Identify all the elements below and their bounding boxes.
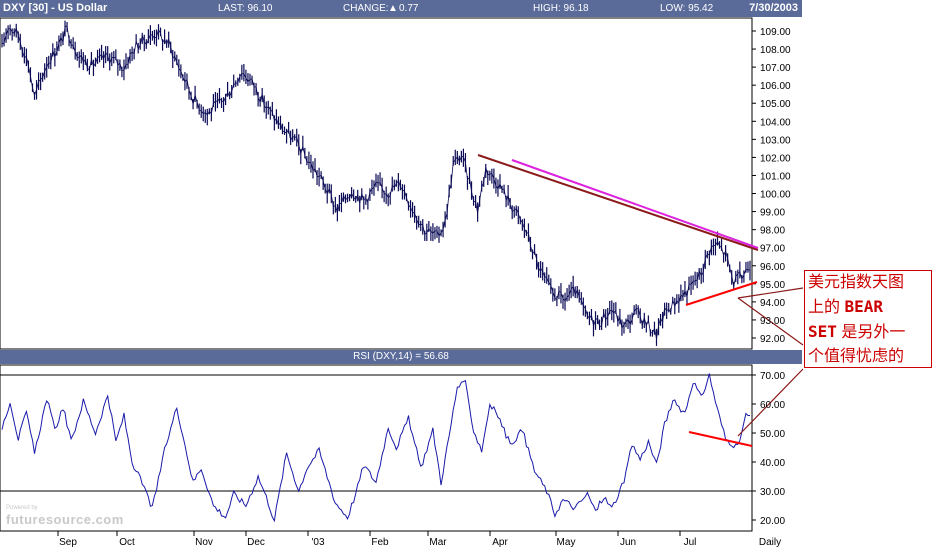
- price-y-tick-label: 99.00: [760, 208, 785, 219]
- arrow-to-rsi: [737, 368, 804, 437]
- price-y-tick-label: 108.00: [760, 45, 791, 56]
- price-y-tick-label: 102.00: [760, 153, 791, 164]
- x-tick-label: May: [557, 537, 576, 548]
- low-price: LOW: 95.42: [660, 3, 714, 14]
- x-tick-label: Jul: [684, 537, 697, 548]
- price-y-tick-label: 97.00: [760, 244, 785, 255]
- annotation-bear: BEAR: [844, 297, 883, 316]
- price-y-tick-label: 107.00: [760, 63, 791, 74]
- x-tick-label: Oct: [119, 537, 135, 548]
- price-close-line: [1, 24, 751, 339]
- price-support-line: [685, 281, 758, 306]
- arrow-to-price-2: [737, 297, 804, 346]
- chart-header: DXY [30] - US Dollar LAST: 96.10 CHANGE:…: [0, 0, 802, 17]
- rsi-y-tick-label: 70.00: [760, 371, 785, 382]
- y-tick-labels: 109.00 108.00 107.00 106.00 105.00 104.00 103.…: [760, 27, 791, 527]
- chart-date: 7/30/2003: [749, 2, 798, 14]
- annotation-box: 美元指数天图 上的 BEAR SET 是另外一 个值得忧虑的: [804, 270, 932, 368]
- rsi-header: RSI (DXY,14) = 56.68: [0, 350, 802, 364]
- price-y-tick-label: 94.00: [760, 298, 785, 309]
- price-y-tick-label: 93.00: [760, 316, 785, 327]
- annotation-line-2: 上的 BEAR: [808, 295, 931, 320]
- price-y-tick-label: 100.00: [760, 190, 791, 201]
- x-tick-label: Dec: [247, 537, 265, 548]
- watermark-small: Powered by: [6, 505, 38, 511]
- rsi-panel: [0, 364, 753, 532]
- symbol-title: DXY [30] - US Dollar: [3, 2, 108, 14]
- high-price: HIGH: 96.18: [533, 3, 589, 14]
- annotation-line-1: 美元指数天图: [808, 274, 905, 291]
- price-y-tick-label: 109.00: [760, 27, 791, 38]
- rsi-series: [1, 373, 750, 523]
- last-price: LAST: 96.10: [218, 3, 273, 14]
- magenta-resistance-line: [511, 159, 759, 249]
- rsi-y-tick-label: 50.00: [760, 429, 785, 440]
- x-tick-labels: Sep Oct Nov Dec '03 Feb Mar Apr May Jun Jul Daily: [59, 537, 781, 548]
- up-triangle-icon: ▲: [388, 3, 398, 14]
- x-tick-label: Feb: [371, 537, 389, 548]
- price-series: [1, 20, 751, 346]
- price-y-tick-label: 104.00: [760, 117, 791, 128]
- x-tick-label: Daily: [759, 537, 781, 548]
- watermark-logo: futuresource.com: [6, 512, 124, 527]
- x-tick-label: Mar: [429, 537, 447, 548]
- price-y-tick-label: 103.00: [760, 135, 791, 146]
- rsi-divergence-line: [688, 431, 753, 447]
- dark-resistance-line: [477, 154, 759, 251]
- price-y-tick-label: 106.00: [760, 81, 791, 92]
- annotation-line-3-text: 是另外一: [836, 324, 906, 341]
- x-tick-label: Sep: [59, 537, 77, 548]
- rsi-y-tick-label: 40.00: [760, 458, 785, 469]
- x-tick-label: Apr: [492, 537, 508, 548]
- price-y-tick-label: 96.00: [760, 262, 785, 273]
- annotation-set: SET: [808, 322, 837, 341]
- trendlines: [477, 154, 804, 447]
- x-tick-label: Nov: [195, 537, 213, 548]
- rsi-y-tick-label: 20.00: [760, 516, 785, 527]
- gridlines: [0, 30, 756, 536]
- rsi-y-tick-label: 30.00: [760, 487, 785, 498]
- rsi-line: [1, 373, 750, 523]
- annotation-line-4: 个值得忧虑的: [808, 348, 905, 365]
- x-tick-label: Jun: [620, 537, 636, 548]
- price-y-tick-label: 95.00: [760, 280, 785, 291]
- price-y-tick-label: 98.00: [760, 226, 785, 237]
- change-value: 0.77: [399, 3, 419, 14]
- rsi-y-tick-label: 60.00: [760, 400, 785, 411]
- annotation-line-2-text: 上的: [808, 299, 845, 316]
- x-tick-label: '03: [311, 537, 324, 548]
- price-y-tick-label: 92.00: [760, 334, 785, 345]
- arrow-to-price: [737, 287, 804, 299]
- price-y-tick-label: 105.00: [760, 99, 791, 110]
- change-label: CHANGE:: [343, 3, 389, 14]
- price-y-tick-label: 101.00: [760, 171, 791, 182]
- annotation-line-3: SET 是另外一: [808, 320, 931, 345]
